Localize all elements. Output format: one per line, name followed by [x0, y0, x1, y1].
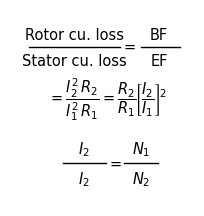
Text: $= \dfrac{I_2^2\, R_2}{I_1^2\, R_1} = \dfrac{R_2}{R_1}\!\left[\dfrac{I_2}{I_1}\r: $= \dfrac{I_2^2\, R_2}{I_1^2\, R_1} = \d… [48, 76, 167, 123]
Text: EF: EF [150, 54, 168, 69]
Text: Stator cu. loss: Stator cu. loss [22, 54, 127, 69]
Text: $N_2$: $N_2$ [132, 170, 150, 189]
Text: Rotor cu. loss: Rotor cu. loss [25, 28, 124, 43]
Text: $I_2$: $I_2$ [78, 141, 90, 159]
Text: $=$: $=$ [121, 39, 136, 54]
Text: $N_1$: $N_1$ [132, 141, 150, 159]
Text: $I_2$: $I_2$ [78, 170, 90, 189]
Text: BF: BF [150, 28, 168, 43]
Text: $=$: $=$ [107, 156, 123, 171]
